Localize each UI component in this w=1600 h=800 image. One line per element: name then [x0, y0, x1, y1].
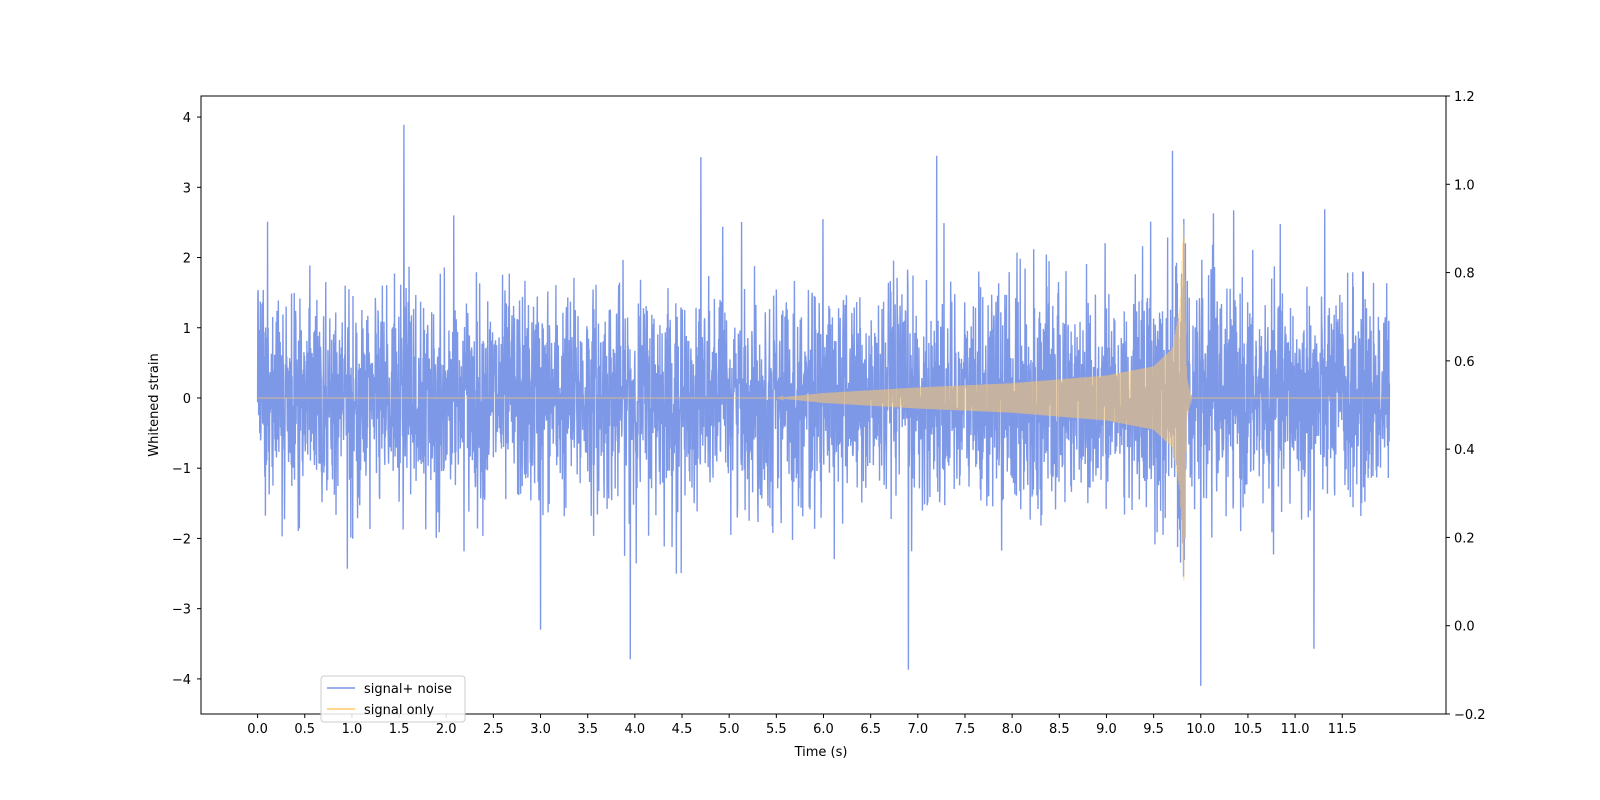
- y-tick-label: 0: [183, 392, 191, 407]
- y2-tick-label: 0.2: [1454, 531, 1475, 546]
- axes: 0.0 0.5 1.0 1.5 2.0 2.5 3.0 3.5 4.0 4.5 5.0 5.5 6.0 6…: [172, 90, 1486, 737]
- x-tick-label: 6.5: [860, 722, 881, 737]
- x-tick-label: 7.0: [907, 722, 928, 737]
- x-tick-label: 4.5: [672, 722, 693, 737]
- y2-tick-label: 0.8: [1454, 267, 1475, 282]
- y-tick-label: −3: [172, 603, 191, 618]
- x-tick-label: 7.5: [955, 722, 976, 737]
- y-axis-label: Whitened strain: [147, 353, 162, 456]
- y-tick-label: −4: [172, 673, 191, 688]
- series-signal-noise-line: [256, 124, 1391, 686]
- x-tick-label: 5.5: [766, 722, 787, 737]
- x-tick-label: 10.5: [1233, 722, 1262, 737]
- x-tick-label: 11.0: [1281, 722, 1310, 737]
- x-tick-label: 10.0: [1186, 722, 1215, 737]
- x-tick-label: 0.0: [247, 722, 268, 737]
- legend-label-signal-only: signal only: [364, 703, 434, 718]
- x-tick-label: 3.0: [530, 722, 551, 737]
- y2-tick-label: 1.2: [1454, 90, 1475, 105]
- x-tick-label: 8.5: [1049, 722, 1070, 737]
- x-tick-label: 4.0: [625, 722, 646, 737]
- x-tick-label: 11.5: [1328, 722, 1357, 737]
- y-tick-label: −2: [172, 532, 191, 547]
- y2-tick-label: 0.0: [1454, 620, 1475, 635]
- x-tick-label: 1.0: [342, 722, 363, 737]
- x-tick-label: 9.0: [1096, 722, 1117, 737]
- y-tick-label: 1: [183, 322, 191, 337]
- y-tick-label: −1: [172, 462, 191, 477]
- x-tick-label: 5.0: [719, 722, 740, 737]
- x-tick-label: 8.0: [1002, 722, 1023, 737]
- legend[interactable]: signal+ noise signal only: [320, 675, 466, 723]
- series-signal-only-line: [257, 224, 1390, 581]
- plot-area: [256, 124, 1391, 686]
- x-axis-label: Time (s): [794, 745, 848, 760]
- y2-tick-label: −0.2: [1454, 708, 1486, 723]
- y-tick-label: 3: [183, 181, 191, 196]
- x-tick-label: 2.5: [483, 722, 504, 737]
- legend-label-signal-noise: signal+ noise: [364, 682, 452, 697]
- legend-box: [320, 675, 466, 723]
- x-tick-label: 6.0: [813, 722, 834, 737]
- y2-tick-label: 0.4: [1454, 443, 1475, 458]
- y-tick-label: 4: [183, 111, 191, 126]
- y-tick-label: 2: [183, 252, 191, 267]
- x-tick-label: 0.5: [294, 722, 315, 737]
- y2-tick-label: 0.6: [1454, 355, 1475, 370]
- y2-tick-label: 1.0: [1454, 178, 1475, 193]
- x-tick-label: 1.5: [389, 722, 410, 737]
- x-tick-label: 9.5: [1143, 722, 1164, 737]
- x-tick-label: 3.5: [577, 722, 598, 737]
- x-tick-label: 2.0: [436, 722, 457, 737]
